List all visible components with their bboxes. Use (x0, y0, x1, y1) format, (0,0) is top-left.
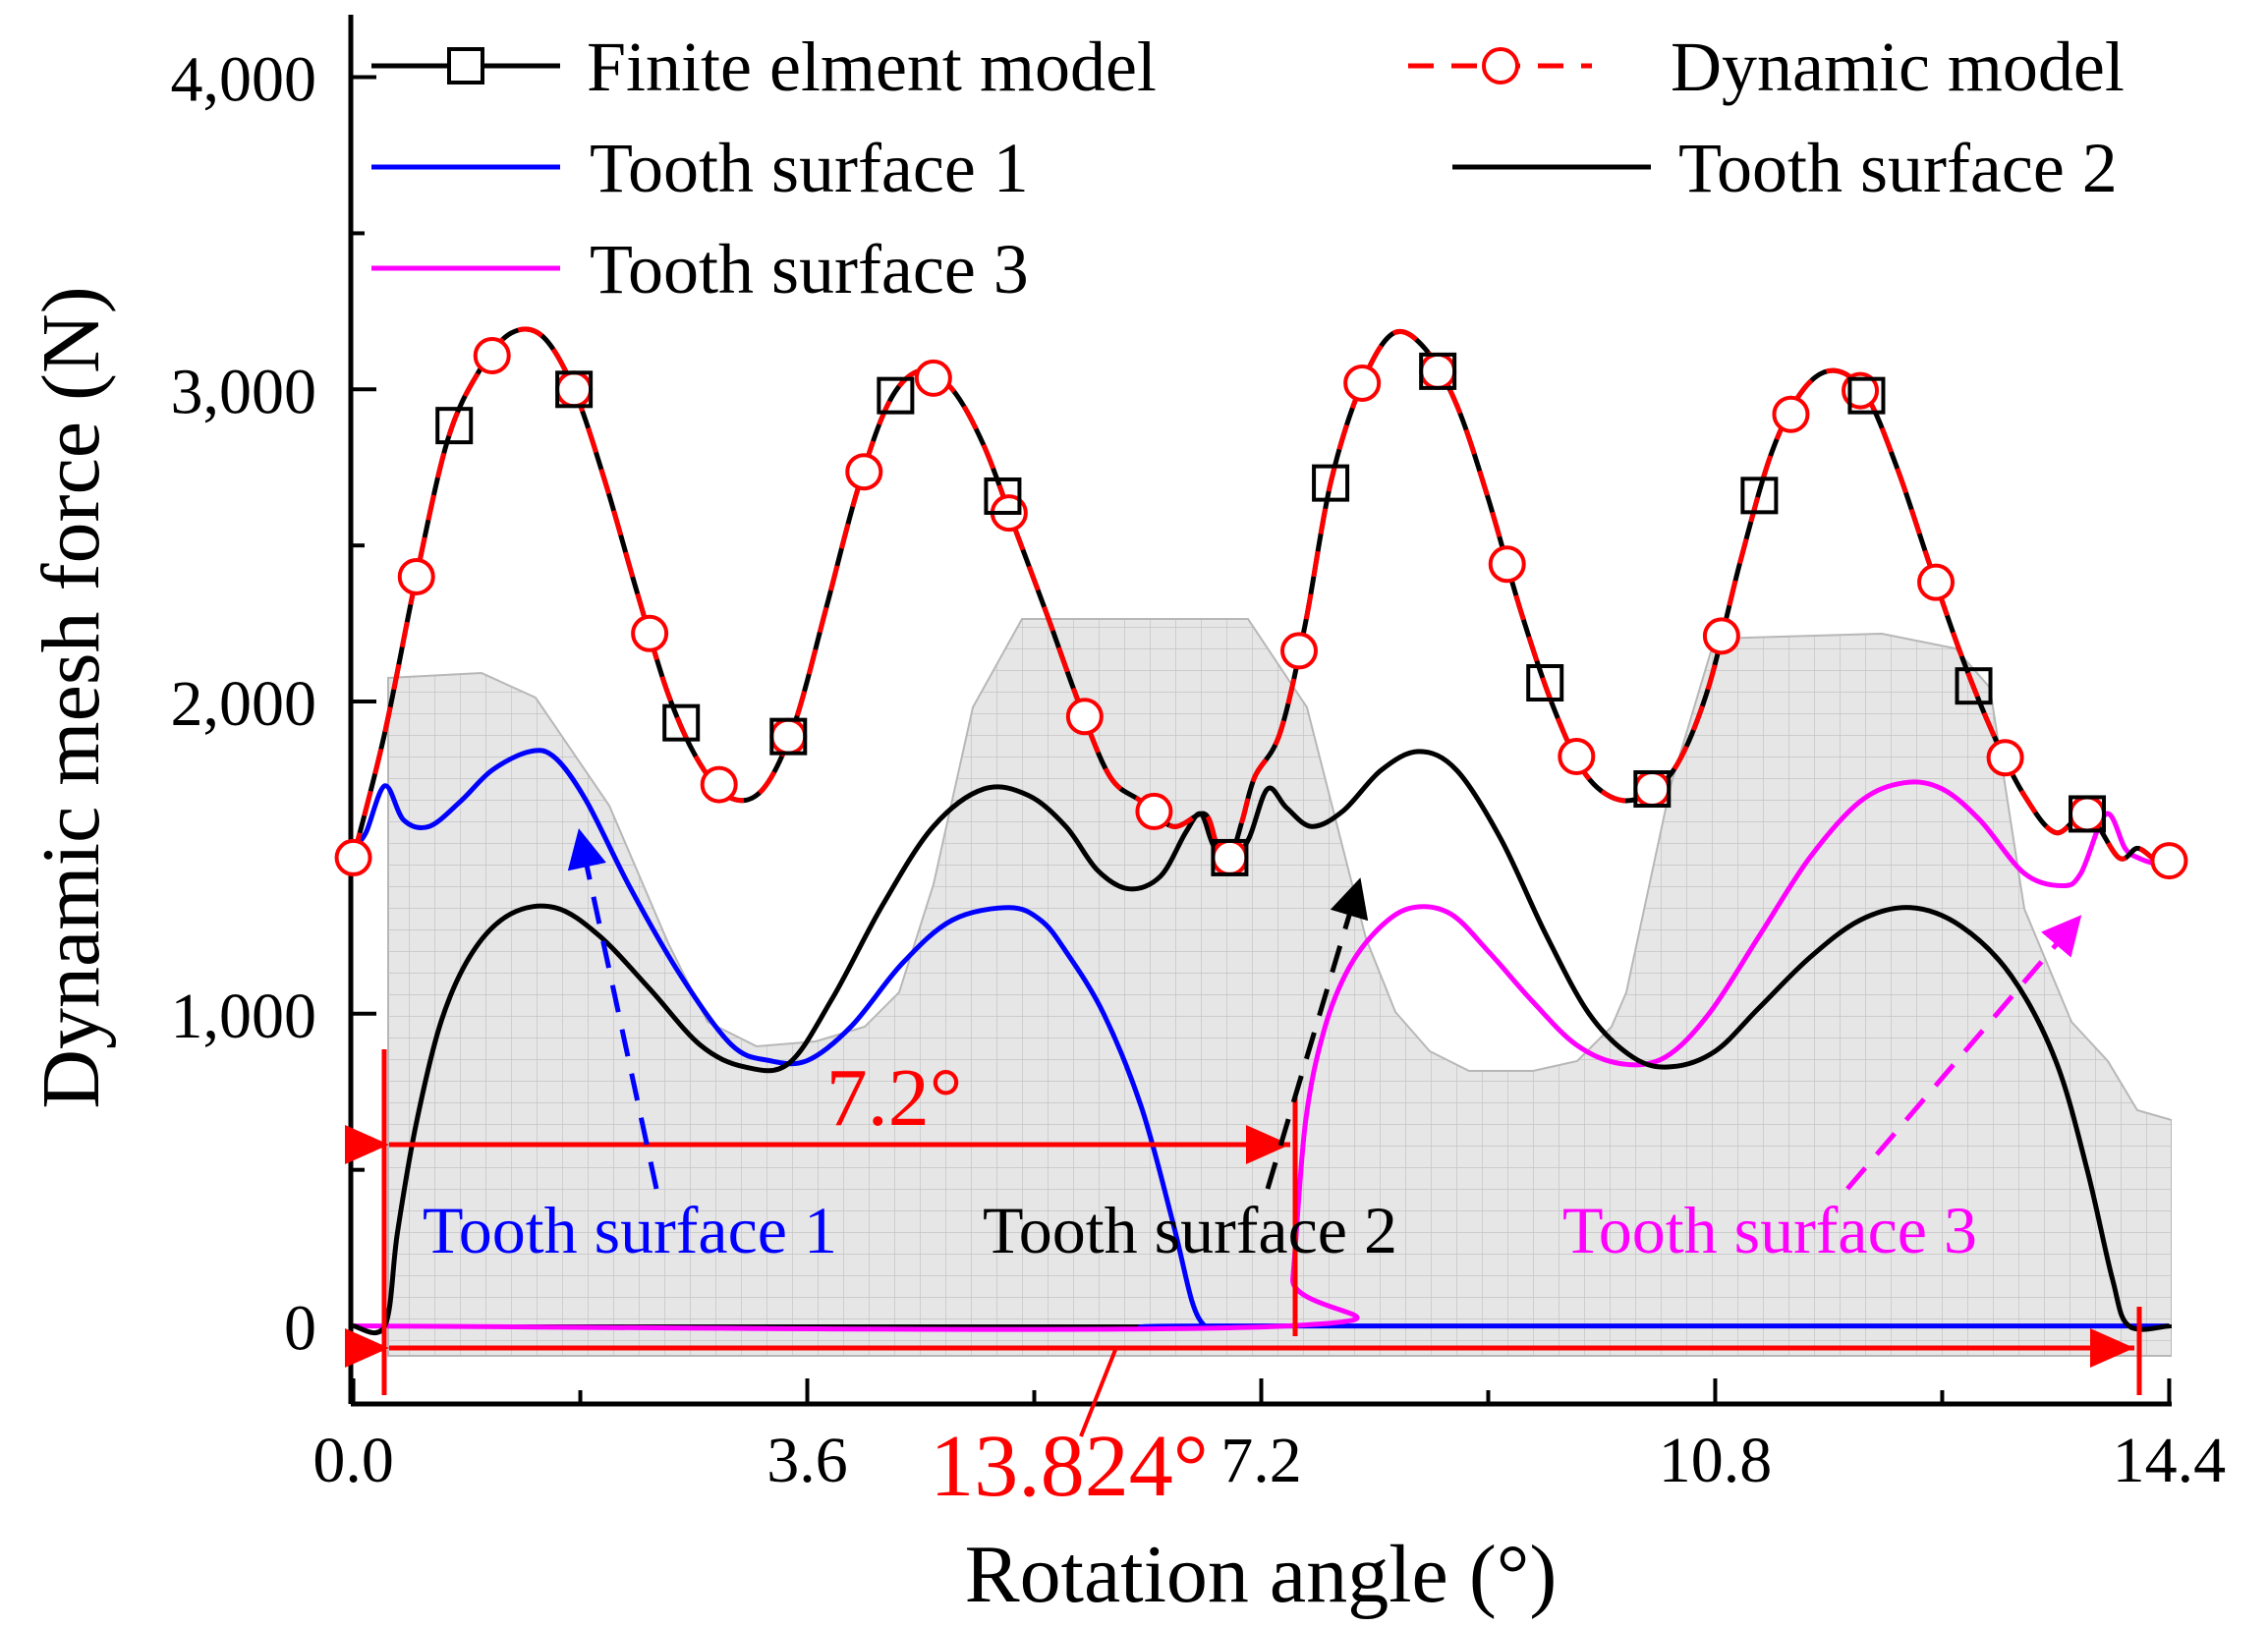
circle-marker (1488, 545, 1526, 584)
square-marker (662, 703, 701, 742)
square-marker (1633, 770, 1672, 809)
circle-marker (2150, 842, 2188, 880)
square-marker (435, 407, 474, 445)
circle-marker (1279, 632, 1318, 670)
circle-marker (1633, 770, 1672, 809)
label-tooth-surface-1: Tooth surface 1 (423, 1193, 837, 1267)
span-label-13-824: 13.824° (930, 1418, 1209, 1515)
pointer-ts3 (1845, 915, 2082, 1191)
square-marker (1740, 477, 1779, 515)
legend-label-ts1: Tooth surface 1 (590, 129, 1029, 207)
x-tick-label: 0.0 (312, 1425, 394, 1496)
circle-marker (769, 717, 808, 756)
span-label-7-2: 7.2° (826, 1052, 963, 1144)
square-marker (1847, 376, 1886, 415)
legend-label-ts2: Tooth surface 2 (1678, 129, 2118, 207)
circle-marker (1986, 739, 2024, 777)
square-marker (1526, 663, 1564, 701)
y-axis-title: Dynamic mesh force (N) (26, 286, 117, 1108)
label-tooth-surface-3: Tooth surface 3 (1562, 1193, 1977, 1267)
square-marker (555, 370, 594, 409)
circle-marker (334, 838, 372, 876)
square-marker (1955, 667, 1993, 705)
square-marker (984, 477, 1022, 515)
circle-marker (1065, 698, 1104, 736)
circle-marker (1842, 371, 1880, 410)
x-tick-label: 3.6 (766, 1425, 848, 1496)
y-tick-label: 0 (284, 1293, 316, 1365)
square-marker (2069, 795, 2107, 833)
legend: Finite elment model Dynamic model Tooth … (371, 28, 2125, 309)
circle-marker (1702, 617, 1740, 655)
legend-item-ts1: Tooth surface 1 (371, 129, 1029, 207)
pointer-ts1 (567, 828, 659, 1190)
tick-labels: 0.0 3.6 7.2 10.8 14.4 0 1,000 2,000 3,000 4,000 (171, 44, 2227, 1496)
legend-item-dyn: Dynamic model (1408, 28, 2125, 106)
circle-marker (1917, 563, 1956, 601)
square-marker (877, 376, 915, 415)
circle-marker (700, 765, 738, 804)
circle-marker (1419, 352, 1457, 390)
circle-marker (473, 336, 511, 374)
marker-layer (334, 336, 2188, 880)
legend-label-dyn: Dynamic model (1671, 28, 2125, 106)
circle-marker (914, 359, 952, 397)
annotation-layer: 7.2° 13.824° Tooth surface 1 Tooth surfa… (345, 828, 2142, 1515)
circle-marker (1558, 737, 1596, 775)
span-leader-13-824 (1079, 1349, 1117, 1437)
circle-marker (1343, 364, 1382, 402)
square-marker (1419, 352, 1457, 390)
label-tooth-surface-2: Tooth surface 2 (983, 1193, 1397, 1267)
square-marker (1211, 838, 1249, 876)
circle-marker (845, 453, 883, 491)
circle-marker (631, 614, 669, 652)
legend-item-fem: Finite elment model (371, 28, 1157, 106)
square-marker (1312, 464, 1350, 502)
legend-label-fem: Finite elment model (587, 28, 1157, 106)
circle-marker (397, 557, 435, 595)
x-axis-title: Rotation angle (°) (965, 1529, 1558, 1620)
legend-item-ts2: Tooth surface 2 (1452, 129, 2118, 207)
square-marker (769, 717, 808, 756)
y-tick-label: 2,000 (171, 668, 317, 740)
circle-marker (1772, 395, 1810, 433)
y-tick-label: 4,000 (171, 44, 317, 116)
x-tick-label: 10.8 (1659, 1425, 1773, 1496)
legend-circle-marker (1482, 47, 1519, 84)
gear-mesh-background (387, 618, 2172, 1357)
x-tick-label: 14.4 (2113, 1425, 2227, 1496)
x-tick-label: 7.2 (1220, 1425, 1302, 1496)
circle-marker (555, 370, 594, 409)
pointer-ts2 (1265, 877, 1369, 1190)
y-tick-label: 3,000 (171, 356, 317, 427)
legend-label-ts3: Tooth surface 3 (590, 230, 1029, 309)
circle-marker (2069, 795, 2107, 833)
circle-marker (1211, 838, 1249, 876)
legend-item-ts3: Tooth surface 3 (371, 230, 1029, 309)
legend-square-marker (447, 47, 484, 84)
y-tick-label: 1,000 (171, 981, 317, 1052)
circle-marker (1135, 792, 1173, 830)
